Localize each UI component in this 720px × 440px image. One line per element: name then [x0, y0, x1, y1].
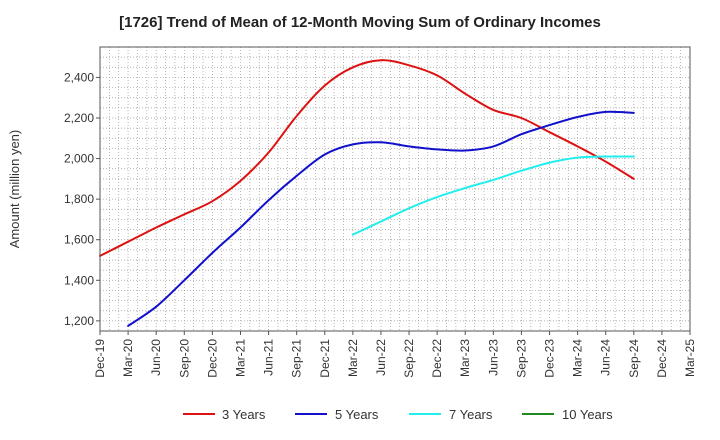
- x-tick-label: Mar-25: [683, 339, 697, 377]
- series-line-5-years: [127, 110, 635, 327]
- y-tick-label: 2,200: [64, 111, 94, 125]
- x-tick-label: Jun-24: [599, 339, 613, 376]
- series-layer: [99, 59, 635, 327]
- y-axis-label: Amount (million yen): [7, 130, 22, 249]
- series-line-7-years: [351, 155, 635, 236]
- x-tick-label: Sep-21: [290, 339, 304, 378]
- x-tick-label: Sep-23: [514, 339, 528, 378]
- x-tick-label: Dec-19: [93, 339, 107, 378]
- y-tick-label: 1,400: [64, 273, 94, 287]
- x-tick-label: Jun-23: [486, 339, 500, 376]
- x-tick-label: Mar-20: [121, 339, 135, 377]
- legend-label-3-years: 3 Years: [222, 407, 266, 422]
- grid-layer: [99, 46, 691, 332]
- legend-label-10-years: 10 Years: [562, 407, 613, 422]
- legend-label-7-years: 7 Years: [449, 407, 493, 422]
- x-tick-label: Dec-20: [205, 339, 219, 378]
- axis-layer: 1,200 1,400 1,600 1,800 2,000 2,200 2,400 Amoun…: [7, 46, 697, 378]
- x-tick-label: Sep-20: [177, 339, 191, 378]
- series-line-3-years: [99, 59, 635, 257]
- x-tick-label: Jun-21: [262, 339, 276, 376]
- x-tick-label: Mar-22: [346, 339, 360, 377]
- chart-title: [1726] Trend of Mean of 12-Month Moving …: [119, 14, 601, 31]
- y-tick-label: 2,000: [64, 152, 94, 166]
- x-tick-label: Jun-20: [149, 339, 163, 376]
- y-tick-label: 1,600: [64, 233, 94, 247]
- x-tick-label: Mar-23: [458, 339, 472, 377]
- x-tick-label: Dec-22: [430, 339, 444, 378]
- x-tick-label: Sep-22: [402, 339, 416, 378]
- x-tick-label: Jun-22: [374, 339, 388, 376]
- y-tick-label: 1,800: [64, 192, 94, 206]
- x-tick-label: Dec-21: [318, 339, 332, 378]
- plot-frame: [99, 46, 691, 332]
- x-tick-label: Dec-23: [543, 339, 557, 378]
- x-tick-label: Sep-24: [627, 339, 641, 378]
- y-tick-label: 2,400: [64, 70, 94, 84]
- y-tick-label: 1,200: [64, 314, 94, 328]
- x-tick-label: Dec-24: [655, 339, 669, 378]
- x-tick-label: Mar-21: [233, 339, 247, 377]
- legend: 3 Years 5 Years 7 Years 10 Years: [183, 407, 613, 422]
- legend-label-5-years: 5 Years: [335, 407, 379, 422]
- x-tick-label: Mar-24: [571, 339, 585, 377]
